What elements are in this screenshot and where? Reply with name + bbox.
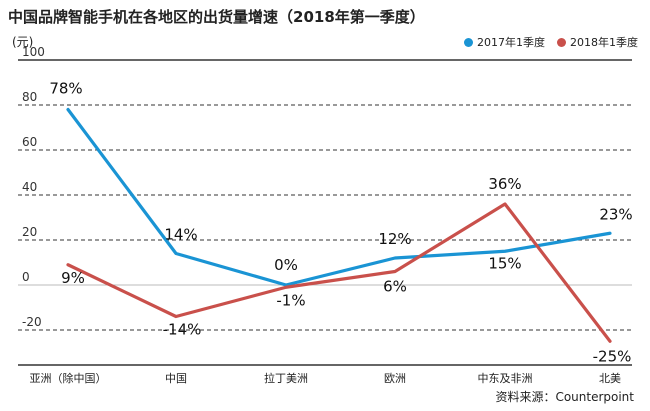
legend-item-2018: 2018年1季度: [557, 34, 638, 50]
data-label: 12%: [378, 230, 411, 248]
y-tick-label: 40: [22, 180, 37, 194]
x-tick-label: 拉丁美洲: [264, 371, 308, 385]
legend-marker-2017: [464, 37, 473, 47]
series-line-2017: [66, 107, 612, 287]
y-tick-label: -20: [22, 315, 42, 329]
data-label: -14%: [163, 321, 202, 339]
x-tick-label: 北美: [599, 372, 621, 385]
y-tick-label: 60: [22, 135, 37, 149]
data-label: 23%: [599, 205, 632, 223]
data-label: 14%: [164, 226, 197, 244]
legend-label-2017: 2017年1季度: [477, 36, 545, 49]
y-tick-label: 100: [22, 45, 45, 59]
x-tick-label: 亚洲（除中国）: [30, 371, 107, 385]
y-tick-label: 0: [22, 270, 30, 284]
y-tick-label: 20: [22, 225, 37, 239]
x-tick-label: 欧洲: [384, 372, 406, 385]
data-label: -1%: [276, 291, 305, 309]
data-label: -25%: [593, 347, 632, 365]
x-tick-label: 中国: [165, 372, 187, 385]
data-label: 36%: [488, 175, 521, 193]
data-label: 78%: [49, 80, 82, 98]
data-label: 6%: [383, 278, 407, 296]
legend-item-2017: 2017年1季度: [464, 34, 545, 50]
data-label: 15%: [488, 254, 521, 272]
legend: 2017年1季度 2018年1季度: [464, 34, 638, 50]
legend-label-2018: 2018年1季度: [570, 36, 638, 49]
data-label: 0%: [274, 256, 298, 274]
legend-marker-2018: [557, 37, 566, 47]
series-line-2018: [66, 202, 612, 343]
data-label: 9%: [61, 269, 85, 287]
y-axis-unit: (元): [12, 35, 34, 49]
source-note: 资料来源：Counterpoint: [495, 390, 634, 404]
y-tick-label: 80: [22, 90, 37, 104]
chart-title: 中国品牌智能手机在各地区的出货量增速（2018年第一季度）: [8, 8, 425, 26]
x-tick-label: 中东及非洲: [478, 372, 533, 385]
